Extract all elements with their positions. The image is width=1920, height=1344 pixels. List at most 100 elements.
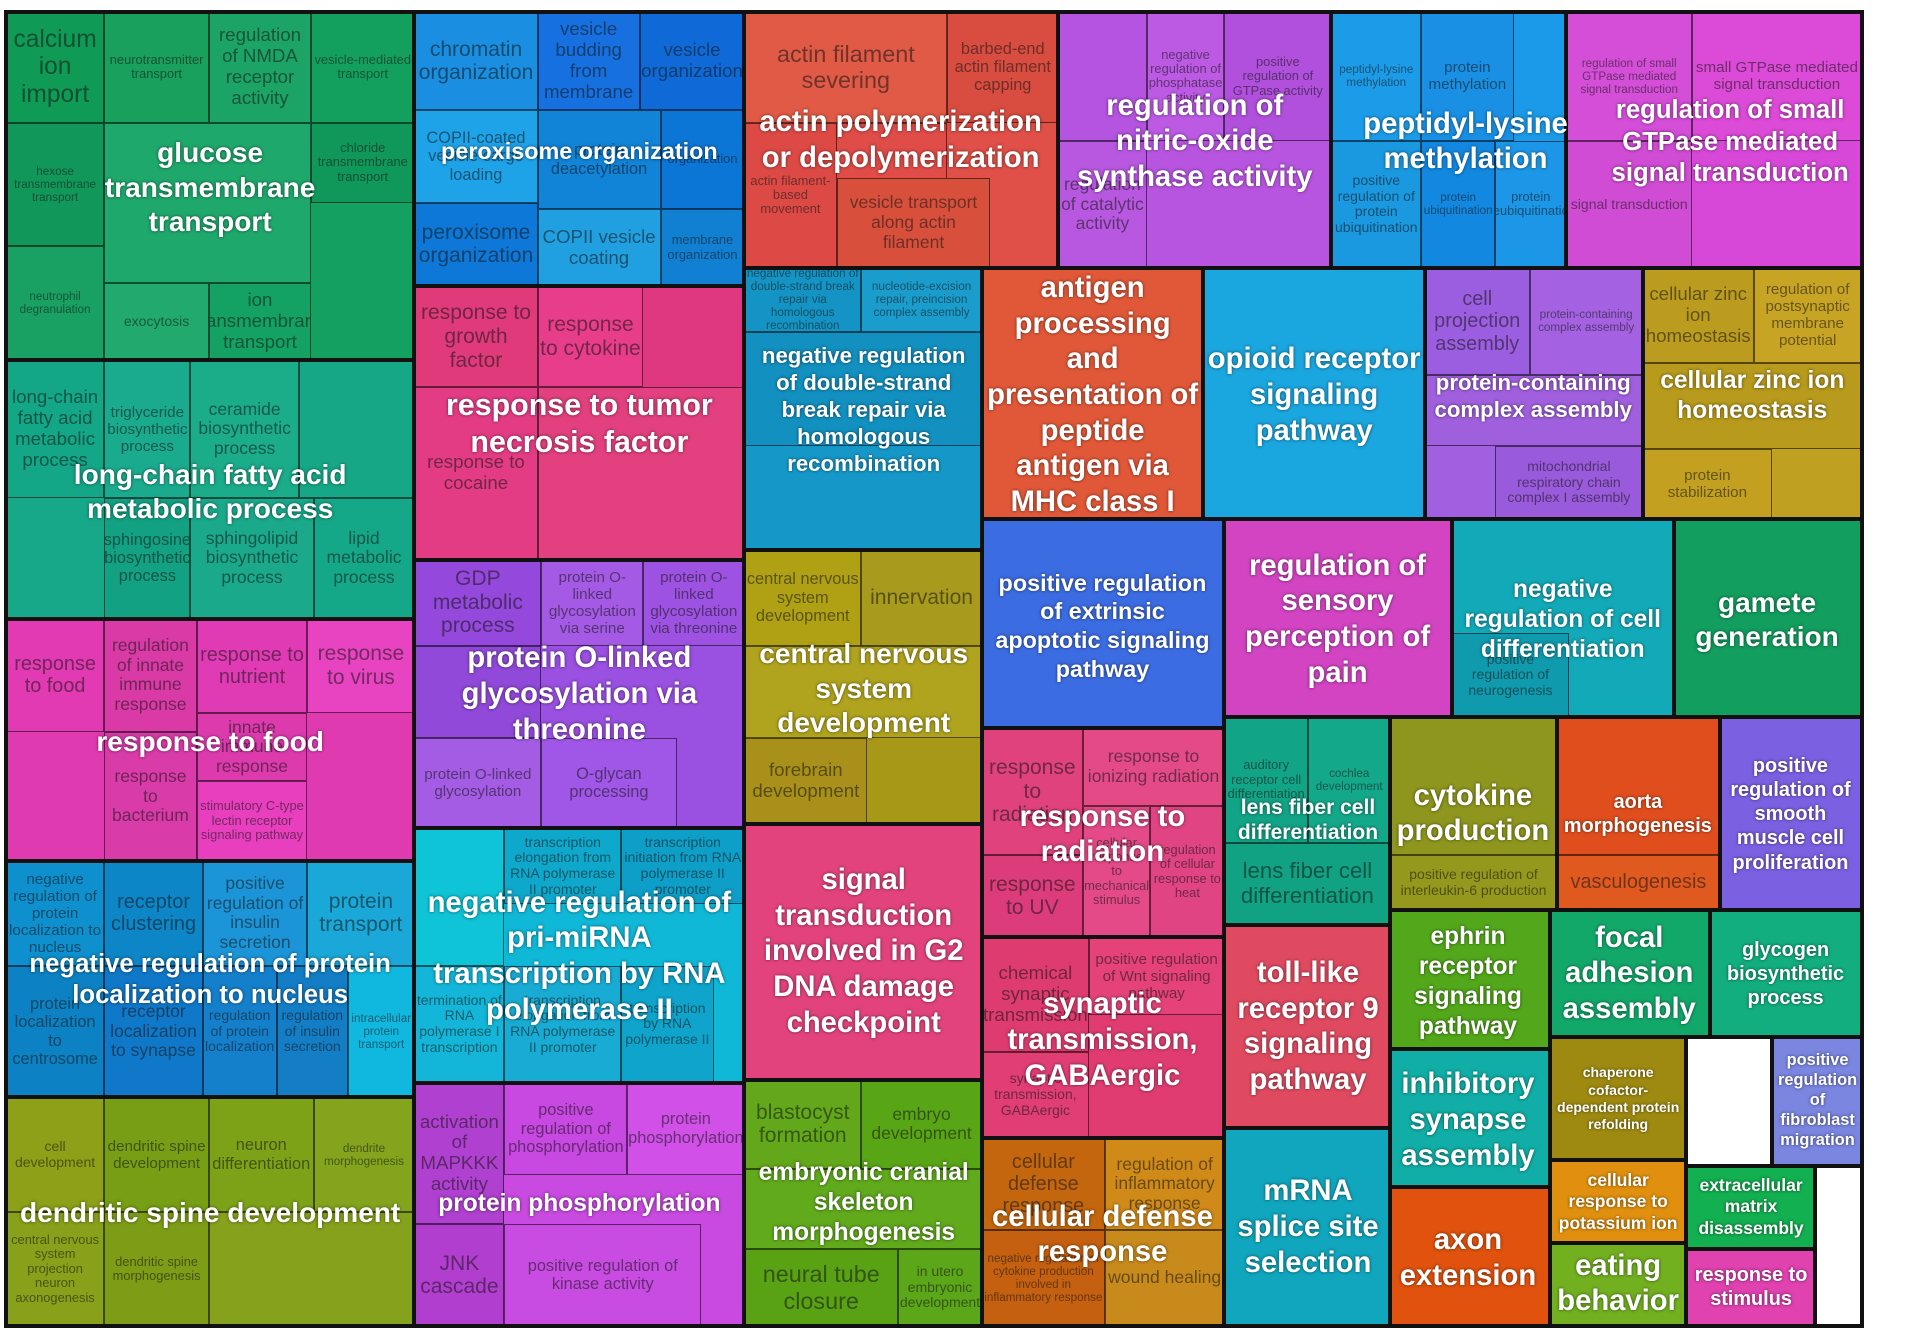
treemap-cell-label: hexose transmembrane transport xyxy=(14,164,96,204)
treemap-cell-label: actin filament-based movement xyxy=(750,172,831,217)
treemap-cell-label: negative regulation of protein localizat… xyxy=(9,870,102,956)
treemap-cell-cellular-zinc-ion-homeostasis: cellular zinc ion homeostasis xyxy=(1642,267,1754,363)
treemap-cell-label: triglyceride biosynthetic process xyxy=(107,403,188,455)
treemap-cell-positive-regulation-of-smooth-muscle-cell-proliferation xyxy=(1720,717,1862,911)
treemap-cell-label: regulation of protein localization xyxy=(205,1006,275,1055)
treemap-cell-label: COPII-coated vesicle cargo loading xyxy=(426,128,526,184)
treemap-cell-protein-transport: protein transport xyxy=(307,861,415,966)
treemap-cell-label: transcription by RNA polymerase II xyxy=(625,999,710,1047)
treemap-cell-response-to-food: response to food xyxy=(5,618,105,732)
treemap-cell-label: cellular zinc ion homeostasis xyxy=(1645,282,1751,346)
treemap-cell-label: positive regulation of Wnt signaling pat… xyxy=(1095,950,1218,1002)
treemap-cell-axon-extension xyxy=(1390,1187,1551,1327)
treemap-cell-label: lipid metabolic process xyxy=(326,527,402,588)
treemap-cell-copii-vesicle-coating: COPII vesicle coating xyxy=(537,208,661,287)
treemap-cell-hexose-transmembrane-transport: hexose transmembrane transport xyxy=(5,122,105,246)
treemap-cell-transcription-elongation-from-rna-polymerase-ii-promoter: transcription elongation from RNA polyme… xyxy=(504,965,622,1083)
treemap-cell-response-to-cytokine: response to cytokine xyxy=(537,286,644,388)
treemap-cell-dendrite-morphogenesis: dendrite morphogenesis xyxy=(313,1097,415,1212)
treemap-cell-label: positive regulation of GTPase activity xyxy=(1232,53,1323,98)
treemap-cell-label: response to food xyxy=(14,652,96,698)
treemap-cell-long-chain-fatty-acyl-coa-biosynthetic-process xyxy=(414,645,542,738)
treemap-cell-regulation-of-insulin-secretion: regulation of insulin secretion xyxy=(276,965,348,1098)
treemap-cell-label: protein O-linked glycosylation via serin… xyxy=(548,568,636,637)
treemap-cell-opioid-receptor-signaling-pathway xyxy=(1203,267,1425,519)
treemap-cell-label: chromatin organization xyxy=(418,37,534,85)
treemap-cell-label: protein deacetylation xyxy=(550,141,648,178)
treemap-cell-cochlea-development: cochlea development xyxy=(1308,717,1391,843)
treemap-cell-label: long-chain fatty acid metabolic process xyxy=(11,386,99,470)
treemap-cell-label: GDP metabolic process xyxy=(432,567,523,638)
treemap-cell-dendritic-spine-morphogenesis: dendritic spine morphogenesis xyxy=(104,1211,209,1327)
treemap-cell-focal-adhesion-assembly xyxy=(1550,910,1711,1038)
treemap-cell-regulation-of-sensory-perception-of-pain xyxy=(1224,518,1452,718)
treemap-cell-exocytosis: exocytosis xyxy=(104,282,209,361)
treemap-cell-wound-healing: wound healing xyxy=(1104,1230,1225,1327)
treemap-cell-protein-o-linked-glycosylation: protein O-linked glycosylation xyxy=(414,738,542,828)
treemap-cell-actin-filament-severing: actin filament severing xyxy=(744,11,948,123)
treemap-cell-blastocyst-formation: blastocyst formation xyxy=(744,1080,862,1169)
treemap-cell-negative-regulation-of-phosphatase-activity: negative regulation of phosphatase activ… xyxy=(1146,11,1225,142)
treemap-cell-protein-phosphorylation: protein phosphorylation xyxy=(627,1082,745,1175)
treemap-cell-negative-regulation-of-double-strand-break-repair-via-homolo: negative regulation of double-strand bre… xyxy=(744,267,862,332)
treemap-cell-synaptic-transmission-gabaergic: synaptic transmission, GABAergic xyxy=(981,1051,1089,1138)
treemap-cell-receptor-localization-to-synapse: receptor localization to synapse xyxy=(104,965,203,1098)
treemap-cell-label: neurotransmitter transport xyxy=(109,51,204,82)
treemap-cell-actin-filament-based-movement: actin filament-based movement xyxy=(744,122,837,268)
treemap-cell-label: innate immune response xyxy=(215,716,289,777)
treemap-cell-label: protein ubiquitination xyxy=(1423,191,1493,218)
treemap-cell-label: response to virus xyxy=(317,642,405,689)
treemap-cell-label: negative regulation of double-strand bre… xyxy=(746,267,859,332)
treemap-cell-very-long-chain-fatty-acid-metabolic-process xyxy=(298,360,415,498)
treemap-cell-label: membrane organization xyxy=(667,232,738,262)
treemap-cell-label: protein phosphorylation xyxy=(628,1110,744,1147)
treemap-cell-innate-immune-response: innate immune response xyxy=(196,713,308,782)
treemap-cell-vesicle-organization: vesicle organization xyxy=(639,11,745,111)
treemap-cell-positive-regulation-of-kinase-activity: positive regulation of kinase activity xyxy=(504,1224,702,1327)
treemap-cell-label: JNK cascade xyxy=(420,1251,499,1299)
treemap-cell-label: response to cocaine xyxy=(427,451,525,494)
treemap-cell-positive-regulation-of-neurogenesis: positive regulation of neurogenesis xyxy=(1452,633,1569,718)
treemap-cell-label: chloride transmembrane transport xyxy=(317,140,408,184)
treemap-cell-positive-regulation-of-phosphorylation: positive regulation of phosphorylation xyxy=(504,1082,628,1175)
treemap-cell-ceramide-biosynthetic-process: ceramide biosynthetic process xyxy=(190,360,299,498)
treemap-cell-label: ceramide biosynthetic process xyxy=(198,398,291,458)
treemap-cell-chloride-transmembrane-transport: chloride transmembrane transport xyxy=(311,122,415,203)
treemap-cell-barbed-end-actin-filament-capping: barbed-end actin filament capping xyxy=(947,11,1059,123)
treemap-cell-positive-regulation-of-extrinsic-apoptotic-signaling-pathway xyxy=(981,518,1225,729)
treemap-cell-label: central nervous system projection neuron… xyxy=(11,1232,100,1305)
treemap-cell-transcription-by-rna-polymerase-ii: transcription by RNA polymerase II xyxy=(621,965,714,1083)
treemap-cell-label: regulation of small GTPase mediated sign… xyxy=(1580,56,1678,96)
treemap-cell-cellular-response-to-mechanical-stimulus: cellular response to mechanical stimulus xyxy=(1082,805,1151,938)
treemap-cell-negative-regulation-of-pri-mirna-transcription-by-rna-polyme xyxy=(414,827,505,966)
treemap-cell-label: mitochondrial respiratory chain complex … xyxy=(1507,458,1631,506)
treemap-cell-label: vesicle transport along actin filament xyxy=(849,192,978,252)
treemap-cell-label: response to radiation xyxy=(989,756,1076,827)
treemap-cell-label: response to ionizing radiation xyxy=(1087,746,1220,786)
treemap-cell-label: protein methylation xyxy=(1428,59,1507,94)
treemap-cell-negative-regulation-of-cytokine-production-involved-in-infla: negative regulation of cytokine producti… xyxy=(981,1230,1105,1327)
treemap-cell-label: response to bacterium xyxy=(111,766,189,826)
treemap-cell-ion-transmembrane-transport: ion transmembrane transport xyxy=(208,282,312,361)
treemap-cell-response-to-bacterium: response to bacterium xyxy=(104,731,197,862)
treemap-cell-label: response to cytokine xyxy=(540,313,641,360)
treemap-cell-label: positive regulation of interleukin-6 pro… xyxy=(1400,865,1547,898)
treemap-cell-response-to-ionizing-radiation: response to ionizing radiation xyxy=(1082,728,1225,806)
treemap-cell-receptor-clustering: receptor clustering xyxy=(104,861,203,966)
treemap-cell-peroxisome-organization: peroxisome organization xyxy=(414,202,538,287)
treemap-cell-response-to-cocaine: response to cocaine xyxy=(414,387,538,560)
treemap-cell-inhibitory-synapse-assembly xyxy=(1390,1049,1551,1188)
treemap-cell-protein-containing-complex-assembly xyxy=(1424,374,1643,447)
treemap-cell-embryo-development: embryo development xyxy=(861,1080,982,1169)
treemap-cell-label: cochlea development xyxy=(1315,766,1383,793)
treemap-cell-label: positive regulation of kinase activity xyxy=(527,1256,678,1294)
treemap-cell-label: dendritic spine development xyxy=(107,1137,206,1172)
treemap-cell-positive-regulation-of-insulin-secretion: positive regulation of insulin secretion xyxy=(202,861,308,966)
treemap-cell-label: transcription elongation from RNA polyme… xyxy=(510,991,616,1055)
treemap-cell-lens-fiber-cell-differentiation: lens fiber cell differentiation xyxy=(1224,842,1391,926)
treemap-cell-forebrain-development: forebrain development xyxy=(744,738,868,825)
treemap-cell-in-utero-embryonic-development: in utero embryonic development xyxy=(898,1248,982,1327)
treemap-cell-label: cellular response to mechanical stimulus xyxy=(1084,834,1150,908)
treemap-cell-label: exocytosis xyxy=(123,312,190,329)
treemap-cell-negative-regulation-of-protein-localization-to-nucleus: negative regulation of protein localizat… xyxy=(5,861,105,966)
